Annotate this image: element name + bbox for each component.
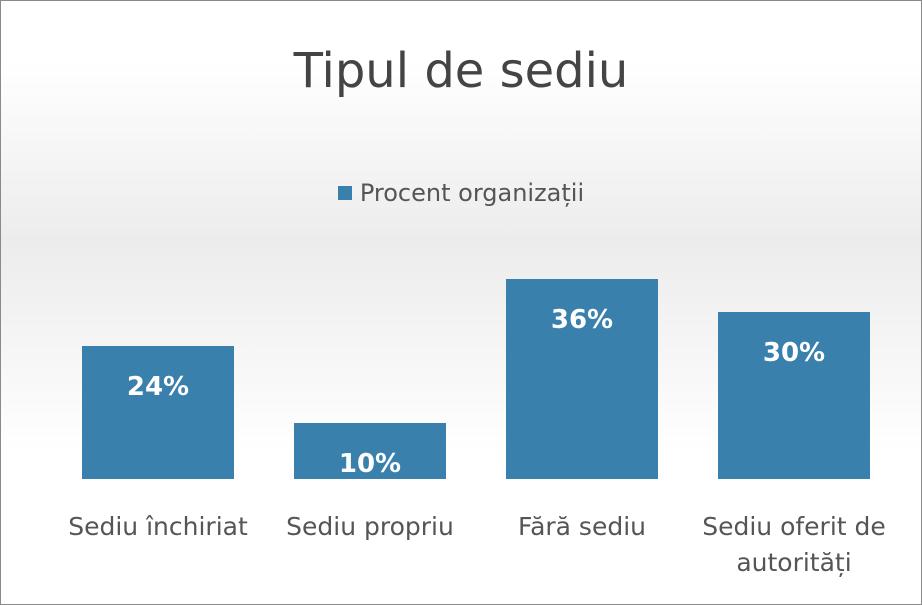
x-tick-label: Sediu oferit de autorități [702, 512, 886, 577]
data-label: 10% [338, 449, 402, 480]
bar [718, 312, 870, 479]
data-label: 30% [762, 338, 826, 369]
legend-label: Procent organizații [359, 179, 585, 207]
x-tick-label: Sediu propriu [286, 512, 454, 541]
legend-swatch [337, 186, 352, 200]
bar [294, 423, 446, 479]
data-label: 36% [550, 305, 614, 335]
bar [82, 345, 234, 479]
x-tick-label: Fără sediu [517, 512, 646, 541]
data-label: 24% [126, 371, 190, 402]
chart-title: Tipul de sediu [293, 43, 629, 99]
x-tick-label: Sediu închiriat [68, 512, 248, 541]
legend: Procent organizații [1, 179, 921, 207]
bar [506, 279, 658, 479]
